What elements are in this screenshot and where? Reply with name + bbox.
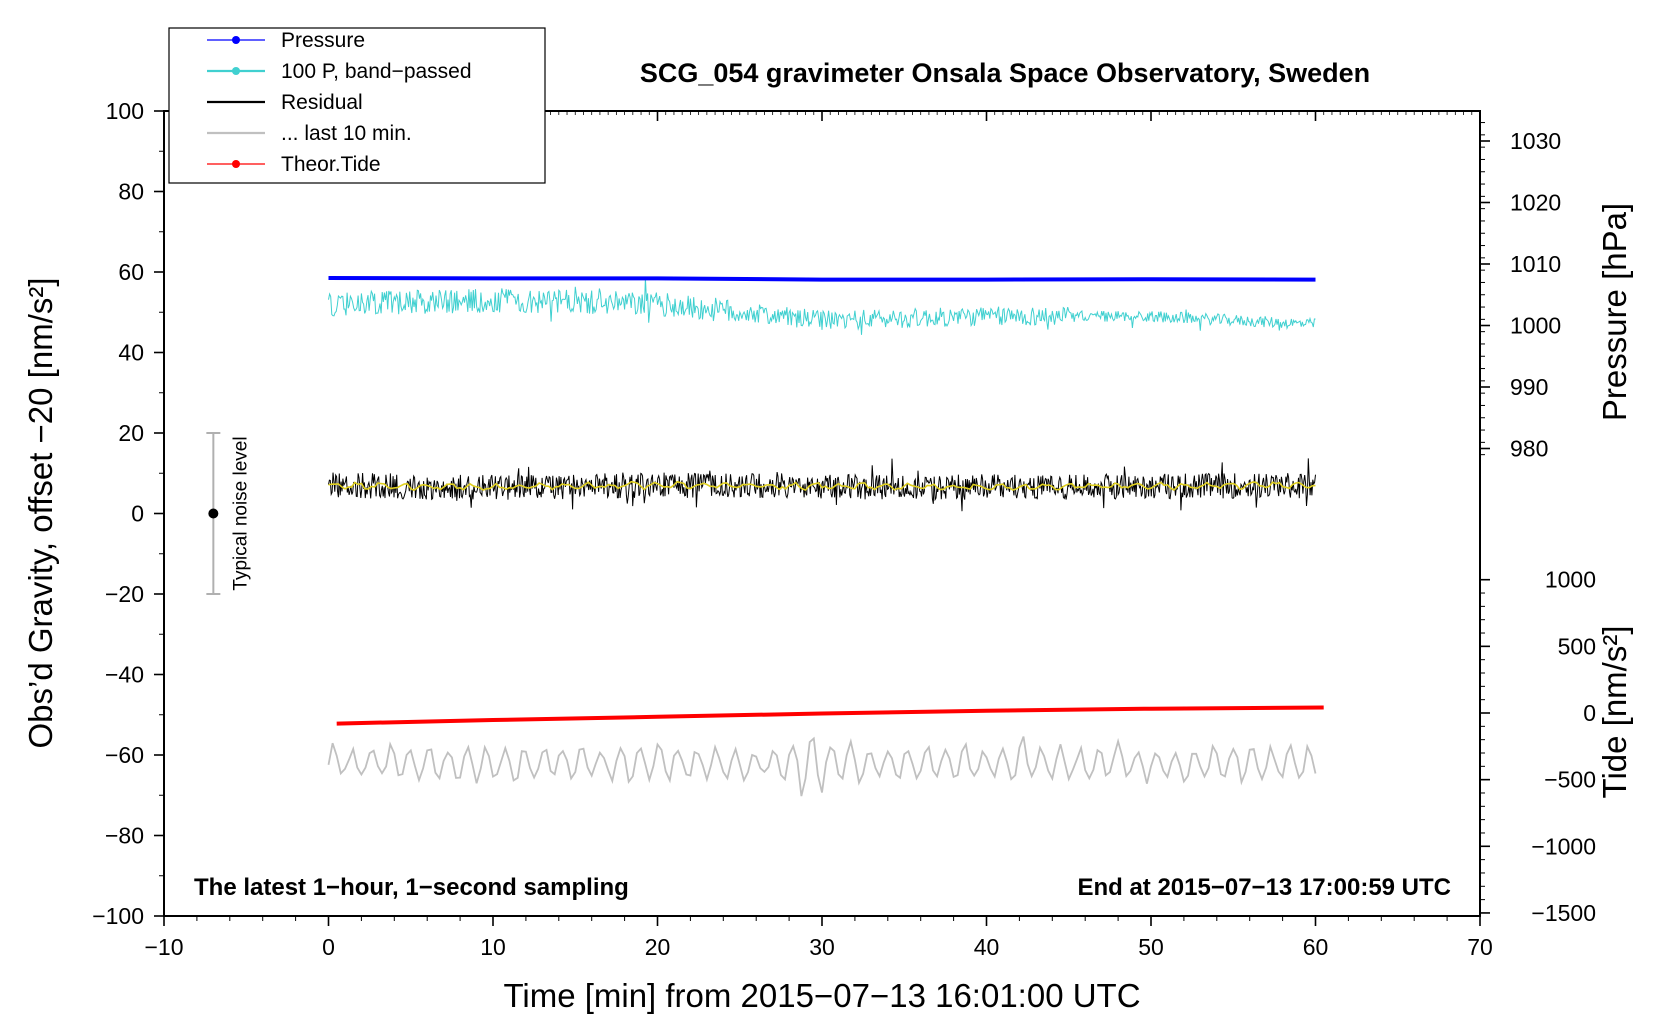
y-tick-label-left: −40 <box>105 662 144 688</box>
y-axis-label-left: Obs’d Gravity, offset −20 [nm/s²] <box>22 277 59 748</box>
series-100p-band-passed <box>328 277 1316 335</box>
series-residual-smoothed <box>328 480 1316 492</box>
pressure-tick-label: 980 <box>1510 436 1548 462</box>
y-tick-label-left: −20 <box>105 581 144 607</box>
x-tick-label: 10 <box>480 934 506 960</box>
noise-level-indicator: Typical noise level <box>206 432 251 595</box>
note-sampling: The latest 1−hour, 1−second sampling <box>194 874 629 901</box>
y-tick-label-left: −80 <box>105 823 144 849</box>
pressure-tick-label: 990 <box>1510 374 1548 400</box>
noise-bar-dot <box>208 508 219 519</box>
y-tick-label-left: 100 <box>106 98 144 124</box>
x-tick-label: 20 <box>645 934 671 960</box>
legend: Pressure 100 P, band−passed Residual ... la… <box>168 27 546 184</box>
x-tick-label: 70 <box>1467 934 1493 960</box>
legend-marker <box>232 160 240 168</box>
y-tick-label-left: −100 <box>92 903 144 929</box>
series-layer <box>327 276 1324 797</box>
legend-label: Residual <box>281 91 363 114</box>
series-pressure <box>328 276 1316 282</box>
pressure-tick-label: 1000 <box>1510 313 1561 339</box>
legend-marker <box>232 67 240 75</box>
legend-label: ... last 10 min. <box>281 122 412 145</box>
noise-bar-label: Typical noise level <box>230 436 251 590</box>
y-tick-label-left: 80 <box>118 179 144 205</box>
x-tick-label: 0 <box>322 934 335 960</box>
y-axis-label-pressure: Pressure [hPa] <box>1596 203 1633 421</box>
legend-box <box>168 27 546 184</box>
pressure-tick-label: 1020 <box>1510 190 1561 216</box>
x-tick-label: 50 <box>1138 934 1164 960</box>
tide-tick-label: 0 <box>1583 700 1596 726</box>
pressure-tick-label: 1030 <box>1510 128 1561 154</box>
x-tick-label: 30 <box>809 934 835 960</box>
legend-marker <box>232 36 240 44</box>
x-tick-label: 60 <box>1303 934 1329 960</box>
y-axis-label-tide: Tide [nm/s²] <box>1596 626 1633 799</box>
y-tick-label-left: 40 <box>118 340 144 366</box>
series-theor-tide <box>336 705 1324 726</box>
tide-tick-label: −1500 <box>1531 900 1596 926</box>
pressure-tick-label: 1010 <box>1510 251 1561 277</box>
x-axis-label: Time [min] from 2015−07−13 16:01:00 UTC <box>503 977 1140 1014</box>
x-tick-label: −10 <box>144 934 183 960</box>
tide-tick-label: −500 <box>1544 767 1596 793</box>
note-end-time: End at 2015−07−13 17:00:59 UTC <box>1077 874 1451 901</box>
y-tick-label-left: −60 <box>105 742 144 768</box>
series-last-10-min <box>327 736 1317 797</box>
y-tick-label-left: 20 <box>118 420 144 446</box>
tide-tick-label: 1000 <box>1545 567 1596 593</box>
tide-tick-label: −1000 <box>1531 833 1596 859</box>
y-tick-label-left: 0 <box>131 501 144 527</box>
legend-label: Pressure <box>281 29 365 52</box>
plot-frame <box>163 110 1481 917</box>
legend-label: 100 P, band−passed <box>281 60 472 83</box>
legend-entries: Pressure 100 P, band−passed Residual ... la… <box>207 29 472 176</box>
y-tick-label-left: 60 <box>118 259 144 285</box>
x-tick-label: 40 <box>974 934 1000 960</box>
axes-layer: −10 0 10 20 30 40 50 60 70−100−80−60−40−20020406… <box>92 98 1596 960</box>
tide-tick-label: 500 <box>1558 633 1596 659</box>
legend-label: Theor.Tide <box>281 153 381 176</box>
chart-title: SCG_054 gravimeter Onsala Space Observat… <box>640 58 1370 88</box>
